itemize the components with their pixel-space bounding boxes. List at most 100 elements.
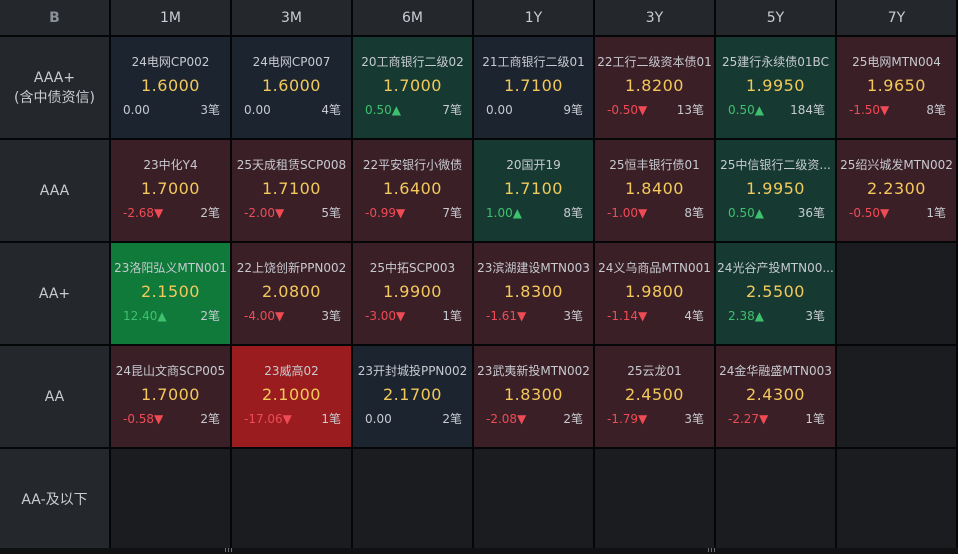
bond-cell-aaa-plus-1m[interactable]: 24电网CP002 1.6000 0.00 3笔	[111, 37, 230, 138]
yield-change: 2.38▲	[728, 308, 764, 323]
row-header-aa-minus-below[interactable]: AA-及以下	[0, 449, 109, 550]
yield-change: 12.40▲	[123, 308, 167, 323]
bond-cell-aa-1y[interactable]: 23武夷新投MTN002 1.8300 -2.08▼ 2笔	[474, 346, 593, 447]
yield-change: -1.00▼	[607, 205, 648, 220]
bond-cell-aa-3m[interactable]: 23威高02 2.1000 -17.06▼ 1笔	[232, 346, 351, 447]
bond-name: 22上饶创新PPN002	[236, 261, 347, 275]
bond-name: 25天成租赁SCP008	[236, 158, 347, 172]
bond-cell-aaa-plus-3m[interactable]: 24电网CP007 1.6000 0.00 4笔	[232, 37, 351, 138]
empty-cell-aa-minus-below-7y	[837, 449, 956, 550]
yield-change: -1.14▼	[607, 308, 648, 323]
bond-cell-aa-plus-1m[interactable]: 23洛阳弘义MTN001 2.1500 12.40▲ 2笔	[111, 243, 230, 344]
row-header-aa[interactable]: AA	[0, 346, 109, 447]
column-header-6m[interactable]: 6M	[353, 0, 472, 35]
bond-name: 22平安银行小微债	[362, 158, 463, 172]
column-header-3m[interactable]: 3M	[232, 0, 351, 35]
bond-yield: 2.1500	[141, 282, 200, 301]
empty-cell-aa-plus-7y	[837, 243, 956, 344]
bond-yield: 2.0800	[262, 282, 321, 301]
bond-cell-aaa-7y[interactable]: 25绍兴城发MTN002 2.2300 -0.50▼ 1笔	[837, 140, 956, 241]
bond-cell-aa-plus-3m[interactable]: 22上饶创新PPN002 2.0800 -4.00▼ 3笔	[232, 243, 351, 344]
bond-yield: 2.2300	[867, 179, 926, 198]
bond-yield: 1.8300	[504, 385, 563, 404]
bond-name: 25云龙01	[627, 364, 682, 378]
bond-yield: 1.7000	[383, 76, 442, 95]
bond-cell-aaa-5y[interactable]: 25中信银行二级资... 1.9950 0.50▲ 36笔	[716, 140, 835, 241]
bond-stats: 0.50▲ 184笔	[716, 101, 835, 118]
trade-count: 1笔	[442, 309, 462, 323]
trade-count: 2笔	[200, 309, 220, 323]
bond-cell-aa-plus-5y[interactable]: 24光谷产投MTN00... 2.5500 2.38▲ 3笔	[716, 243, 835, 344]
bond-cell-aa-plus-3y[interactable]: 24义乌商品MTN001 1.9800 -1.14▼ 4笔	[595, 243, 714, 344]
bond-cell-aaa-plus-3y[interactable]: 22工行二级资本债01 1.8200 -0.50▼ 13笔	[595, 37, 714, 138]
trade-count: 8笔	[563, 206, 583, 220]
bond-cell-aaa-plus-7y[interactable]: 25电网MTN004 1.9650 -1.50▼ 8笔	[837, 37, 956, 138]
bond-stats: -4.00▼ 3笔	[232, 307, 351, 324]
bond-name: 22工行二级资本债01	[597, 55, 712, 69]
bond-cell-aa-6m[interactable]: 23开封城投PPN002 2.1700 0.00 2笔	[353, 346, 472, 447]
empty-cell-aa-minus-below-1m	[111, 449, 230, 550]
bond-stats: -1.00▼ 8笔	[595, 204, 714, 221]
yield-change: -0.50▼	[849, 205, 890, 220]
bond-stats: -2.00▼ 5笔	[232, 204, 351, 221]
row-header-aaa[interactable]: AAA	[0, 140, 109, 241]
bond-yield: 2.1000	[262, 385, 321, 404]
bond-cell-aa-3y[interactable]: 25云龙01 2.4500 -1.79▼ 3笔	[595, 346, 714, 447]
bond-yield: 2.5500	[746, 282, 805, 301]
bond-name: 23滨湖建设MTN003	[477, 261, 590, 275]
row-header-aaa-plus[interactable]: AAA+ (含中债资信)	[0, 37, 109, 138]
column-header-1y[interactable]: 1Y	[474, 0, 593, 35]
column-header-1m[interactable]: 1M	[111, 0, 230, 35]
bond-stats: -0.50▼ 13笔	[595, 101, 714, 118]
bond-cell-aa-1m[interactable]: 24昆山文商SCP005 1.7000 -0.58▼ 2笔	[111, 346, 230, 447]
bond-cell-aaa-1m[interactable]: 23中化Y4 1.7000 -2.68▼ 2笔	[111, 140, 230, 241]
bond-stats: -0.99▼ 7笔	[353, 204, 472, 221]
bond-cell-aaa-1y[interactable]: 20国开19 1.7100 1.00▲ 8笔	[474, 140, 593, 241]
bond-cell-aaa-3m[interactable]: 25天成租赁SCP008 1.7100 -2.00▼ 5笔	[232, 140, 351, 241]
bond-yield: 1.9800	[625, 282, 684, 301]
bond-name: 25建行永续债01BC	[722, 55, 829, 69]
bond-yield: 1.8200	[625, 76, 684, 95]
brand-logo-icon: B	[0, 0, 109, 35]
yield-change: -2.27▼	[728, 411, 769, 426]
trade-count: 8笔	[684, 206, 704, 220]
bond-cell-aaa-plus-1y[interactable]: 21工商银行二级01 1.7100 0.00 9笔	[474, 37, 593, 138]
column-header-7y[interactable]: 7Y	[837, 0, 956, 35]
bond-cell-aaa-3y[interactable]: 25恒丰银行债01 1.8400 -1.00▼ 8笔	[595, 140, 714, 241]
yield-change: 0.00	[365, 411, 392, 426]
bond-yield: 1.9950	[746, 76, 805, 95]
trade-count: 3笔	[200, 103, 220, 117]
trade-count: 36笔	[797, 206, 825, 220]
bond-cell-aaa-plus-6m[interactable]: 20工商银行二级02 1.7000 0.50▲ 7笔	[353, 37, 472, 138]
trade-count: 2笔	[200, 412, 220, 426]
column-header-3y[interactable]: 3Y	[595, 0, 714, 35]
bond-yield: 1.7100	[504, 179, 563, 198]
trade-count: 2笔	[200, 206, 220, 220]
column-header-5y[interactable]: 5Y	[716, 0, 835, 35]
yield-change: -2.68▼	[123, 205, 164, 220]
bond-cell-aaa-6m[interactable]: 22平安银行小微债 1.6400 -0.99▼ 7笔	[353, 140, 472, 241]
row-header-aa-plus[interactable]: AA+	[0, 243, 109, 344]
bond-cell-aa-plus-6m[interactable]: 25中拓SCP003 1.9900 -3.00▼ 1笔	[353, 243, 472, 344]
bond-name: 23开封城投PPN002	[357, 364, 468, 378]
bond-name: 24电网CP007	[252, 55, 331, 69]
trade-count: 184笔	[790, 103, 825, 117]
bond-name: 23中化Y4	[143, 158, 198, 172]
bond-name: 21工商银行二级01	[482, 55, 585, 69]
empty-cell-aa-minus-below-3m	[232, 449, 351, 550]
yield-change: -2.00▼	[244, 205, 285, 220]
bond-cell-aa-5y[interactable]: 24金华融盛MTN003 2.4300 -2.27▼ 1笔	[716, 346, 835, 447]
yield-change: -1.61▼	[486, 308, 527, 323]
trade-count: 5笔	[321, 206, 341, 220]
bond-cell-aa-plus-1y[interactable]: 23滨湖建设MTN003 1.8300 -1.61▼ 3笔	[474, 243, 593, 344]
bond-yield: 1.6000	[141, 76, 200, 95]
empty-cell-aa-7y	[837, 346, 956, 447]
trade-count: 4笔	[684, 309, 704, 323]
resize-handle[interactable]	[225, 548, 233, 552]
empty-cell-aa-minus-below-3y	[595, 449, 714, 550]
resize-handle[interactable]	[708, 548, 716, 552]
bond-name: 25恒丰银行债01	[609, 158, 700, 172]
bond-cell-aaa-plus-5y[interactable]: 25建行永续债01BC 1.9950 0.50▲ 184笔	[716, 37, 835, 138]
yield-change: -0.99▼	[365, 205, 406, 220]
bond-name: 25中拓SCP003	[369, 261, 456, 275]
